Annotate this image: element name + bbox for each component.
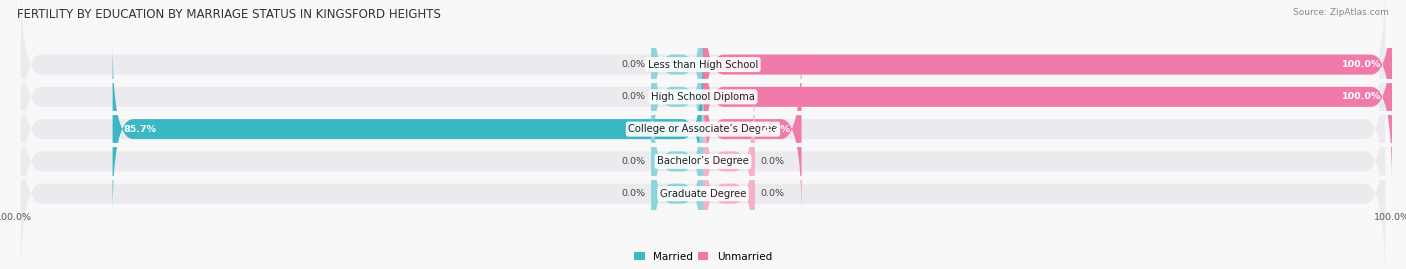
FancyBboxPatch shape (112, 42, 703, 216)
Text: 0.0%: 0.0% (621, 157, 645, 166)
FancyBboxPatch shape (651, 107, 703, 269)
Text: College or Associate’s Degree: College or Associate’s Degree (628, 124, 778, 134)
FancyBboxPatch shape (703, 10, 1392, 184)
FancyBboxPatch shape (21, 0, 1385, 151)
Text: High School Diploma: High School Diploma (651, 92, 755, 102)
FancyBboxPatch shape (651, 0, 703, 151)
Text: Source: ZipAtlas.com: Source: ZipAtlas.com (1294, 8, 1389, 17)
Text: 0.0%: 0.0% (621, 189, 645, 198)
FancyBboxPatch shape (703, 42, 801, 216)
Text: 0.0%: 0.0% (761, 189, 785, 198)
Text: 100.0%: 100.0% (1343, 60, 1382, 69)
Text: 0.0%: 0.0% (761, 157, 785, 166)
Text: FERTILITY BY EDUCATION BY MARRIAGE STATUS IN KINGSFORD HEIGHTS: FERTILITY BY EDUCATION BY MARRIAGE STATU… (17, 8, 440, 21)
FancyBboxPatch shape (703, 0, 1392, 151)
Text: 100.0%: 100.0% (1343, 92, 1382, 101)
FancyBboxPatch shape (703, 75, 755, 248)
Text: 0.0%: 0.0% (621, 60, 645, 69)
Text: Graduate Degree: Graduate Degree (659, 189, 747, 199)
FancyBboxPatch shape (651, 10, 703, 184)
FancyBboxPatch shape (21, 75, 1385, 248)
FancyBboxPatch shape (21, 42, 1385, 216)
FancyBboxPatch shape (21, 10, 1385, 184)
Text: Bachelor’s Degree: Bachelor’s Degree (657, 156, 749, 167)
FancyBboxPatch shape (21, 107, 1385, 269)
FancyBboxPatch shape (651, 75, 703, 248)
Text: 85.7%: 85.7% (122, 125, 156, 134)
Legend: Married, Unmarried: Married, Unmarried (630, 247, 776, 266)
Text: 14.3%: 14.3% (758, 125, 792, 134)
Text: Less than High School: Less than High School (648, 59, 758, 70)
Text: 0.0%: 0.0% (621, 92, 645, 101)
FancyBboxPatch shape (703, 107, 755, 269)
